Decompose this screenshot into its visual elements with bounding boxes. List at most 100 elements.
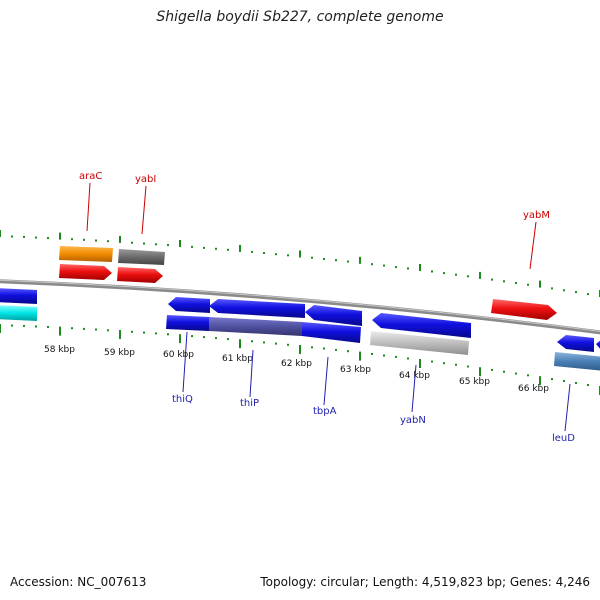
minor-tick [203, 336, 205, 339]
minor-tick [371, 353, 373, 355]
minor-tick [323, 347, 325, 350]
blue-feature-thiq-region[interactable] [166, 315, 209, 331]
minor-tick [347, 260, 349, 263]
scale-labels: 58 kbp 59 kbp 60 kbp 61 kbp 62 kbp 63 kb… [44, 345, 549, 394]
minor-tick [395, 355, 397, 358]
gene-label-tbpa[interactable]: tbpA [313, 406, 337, 417]
minor-tick [251, 250, 253, 253]
major-tick [299, 250, 301, 258]
major-tick [0, 324, 1, 333]
lower-tick-track [0, 324, 600, 395]
minor-tick [143, 331, 145, 334]
minor-tick [275, 253, 277, 256]
purple-feature-thip-region[interactable] [209, 317, 302, 336]
major-tick [59, 232, 61, 240]
silver-feature[interactable] [370, 331, 469, 355]
minor-tick [431, 270, 433, 273]
red-gene-arac[interactable] [59, 264, 112, 280]
minor-tick [47, 326, 49, 328]
scale-label-58kbp: 58 kbp [44, 345, 75, 355]
minor-tick [443, 272, 445, 275]
major-tick [59, 326, 61, 336]
orange-feature[interactable] [59, 246, 113, 262]
genome-backbone-highlight [0, 279, 600, 332]
scale-label-61kbp: 61 kbp [222, 354, 253, 364]
minor-tick [263, 252, 265, 254]
callout-line-arac [86, 182, 91, 232]
minor-tick [287, 254, 289, 257]
scale-label-60kbp: 60 kbp [163, 350, 194, 360]
blue-gene-thip[interactable] [209, 299, 305, 318]
minor-tick [467, 365, 469, 368]
minor-tick [107, 240, 109, 243]
minor-tick [83, 327, 85, 330]
callout-line-thip [249, 349, 254, 398]
minor-tick [131, 241, 133, 244]
map-title: Shigella boydii Sb227, complete genome [156, 9, 444, 25]
minor-tick [35, 236, 37, 239]
blue-gene-leud[interactable] [557, 335, 594, 352]
minor-tick [431, 360, 433, 363]
minor-tick [191, 335, 193, 338]
gene-label-thiq[interactable]: thiQ [172, 394, 193, 405]
minor-tick [263, 341, 265, 344]
minor-tick [335, 348, 337, 351]
minor-tick [95, 328, 97, 331]
steel-blue-feature[interactable] [554, 352, 600, 371]
blue-gene-tbpa[interactable] [305, 305, 362, 326]
blue-gene-yabn[interactable] [372, 313, 471, 338]
minor-tick [563, 380, 565, 382]
minor-tick [575, 291, 577, 294]
gene-label-yabi[interactable]: yabI [135, 174, 156, 185]
blue-feature-tbpa-region[interactable] [302, 322, 361, 343]
minor-tick [551, 378, 553, 381]
minor-tick [503, 280, 505, 283]
gene-label-yabm[interactable]: yabM [523, 210, 550, 221]
gene-label-arac[interactable]: araC [79, 171, 102, 182]
major-tick [479, 367, 481, 377]
minor-tick [515, 282, 517, 284]
minor-tick [71, 238, 73, 241]
minor-tick [491, 368, 493, 371]
minor-tick [491, 278, 493, 281]
minor-tick [47, 237, 49, 239]
topology-summary: Topology: circular; Length: 4,519,823 bp… [260, 575, 590, 589]
gene-label-yabn[interactable]: yabN [400, 415, 426, 426]
cyan-feature[interactable] [0, 305, 37, 321]
red-gene-yabi[interactable] [117, 267, 163, 283]
gene-label-thip[interactable]: thiP [240, 398, 259, 409]
minor-tick [383, 264, 385, 267]
gene-label-leud[interactable]: leuD [552, 433, 575, 444]
major-tick [179, 240, 181, 247]
blue-gene-left[interactable] [0, 288, 37, 304]
minor-tick [407, 267, 409, 270]
major-tick [419, 264, 421, 271]
major-tick [239, 339, 241, 349]
minor-tick [563, 289, 565, 292]
minor-tick [11, 235, 13, 238]
minor-tick [167, 244, 169, 247]
red-gene-yabm[interactable] [491, 299, 557, 320]
blue-gene-thiq[interactable] [168, 297, 210, 313]
minor-tick [191, 245, 193, 248]
reverse-gene-callouts: thiQ thiP tbpA yabN leuD [172, 331, 575, 444]
major-tick [239, 244, 241, 252]
callout-line-tbpa [323, 356, 329, 406]
upper-tick-track [0, 230, 600, 297]
minor-tick [227, 338, 229, 341]
minor-tick [335, 259, 337, 262]
minor-tick [527, 283, 529, 286]
minor-tick [455, 363, 457, 366]
major-tick [0, 230, 1, 237]
accession-text: Accession: NC_007613 [10, 575, 147, 589]
minor-tick [587, 293, 589, 296]
minor-tick [587, 384, 589, 386]
blue-gene-leud-cont[interactable] [596, 338, 600, 352]
minor-tick [251, 340, 253, 343]
scale-label-65kbp: 65 kbp [459, 377, 490, 387]
gray-feature[interactable] [118, 249, 165, 265]
scale-label-59kbp: 59 kbp [104, 348, 135, 358]
minor-tick [455, 273, 457, 276]
minor-tick [527, 374, 529, 377]
